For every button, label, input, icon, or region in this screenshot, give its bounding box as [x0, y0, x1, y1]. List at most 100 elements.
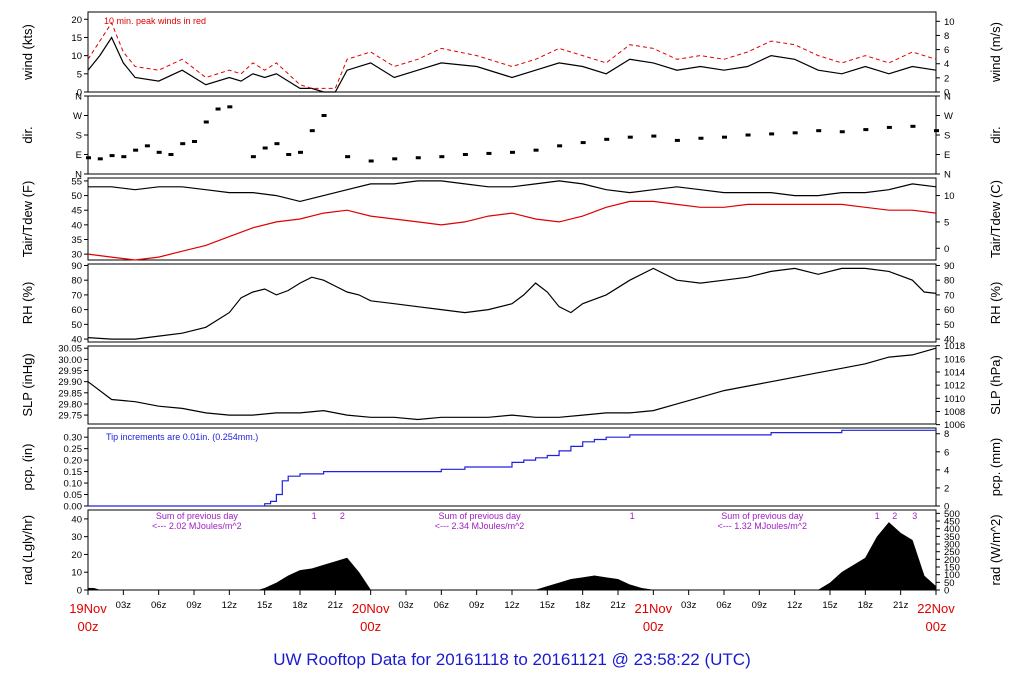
rad-marker: 1	[875, 511, 880, 521]
data-point	[674, 138, 680, 142]
y-tick-label: S	[76, 131, 82, 142]
data-point	[227, 105, 233, 109]
data-point	[192, 140, 197, 143]
y-right-tick-label: 450	[944, 517, 960, 528]
y-axis-label-right: Tair/Tdew (C)	[988, 180, 1003, 258]
y-tick-label: 0.30	[64, 433, 83, 444]
y-tick-label: 29.95	[58, 366, 82, 377]
data-point	[792, 131, 798, 135]
y-right-tick-label: 4	[944, 465, 949, 476]
data-point	[298, 150, 303, 154]
series-line	[87, 267, 937, 340]
data-point	[580, 141, 586, 145]
y-tick-label: 30.00	[58, 355, 82, 366]
rad-note: Sum of previous day	[439, 511, 522, 521]
panel-wind: 0 5 10 15 20 0 2 4 6 8 10 wind (kts) wind (m/s) 10 mi…	[20, 11, 1003, 99]
y-axis-label-right: wind (m/s)	[988, 22, 1003, 83]
x-tick-label: 09z	[186, 600, 202, 611]
data-point	[722, 135, 727, 139]
y-right-tick-label: 5	[944, 217, 949, 228]
x-tick-label: 03z	[681, 600, 697, 611]
data-point	[533, 148, 539, 152]
x-axis: 03z 06z 09z 12z 15z 18z 21z 03z 06z 09z 12z 15z 18z 2…	[69, 590, 955, 634]
y-right-tick-label: 6	[944, 447, 949, 458]
panel-pcp: 0.000.050.100.150.200.250.30 0 2 4 6 8 pcp. (i…	[20, 427, 1003, 513]
x-tick-label: 18z	[292, 600, 308, 611]
y-tick-label: 30	[71, 250, 82, 261]
y-tick-label: 30.05	[58, 344, 82, 355]
x-tick-label: 21z	[610, 600, 626, 611]
data-point	[510, 150, 515, 154]
data-point	[368, 159, 374, 163]
peak-wind-line	[87, 21, 937, 89]
data-point	[863, 128, 869, 132]
y-tick-label: 0.15	[64, 467, 83, 478]
rad-note: <--- 1.32 MJoules/m^2	[717, 521, 807, 531]
y-tick-label: E	[76, 150, 82, 161]
y-right-tick-label: 10	[944, 191, 955, 202]
y-right-tick-label: N	[944, 170, 951, 181]
x-tick-label: 12z	[222, 600, 238, 611]
y-tick-label: N	[75, 92, 82, 103]
y-tick-label: 55	[71, 176, 82, 187]
y-tick-label: 0.00	[64, 502, 83, 513]
x-tick-label: 15z	[540, 600, 556, 611]
y-right-tick-label: 4	[944, 59, 949, 70]
y-right-tick-label: 1016	[944, 354, 965, 365]
x-tick-label: 18z	[575, 600, 591, 611]
data-point	[651, 134, 657, 138]
panel-annotation: 10 min. peak winds in red	[104, 16, 206, 26]
rad-marker: 1	[312, 511, 317, 521]
y-right-tick-label: 60	[944, 305, 955, 316]
data-point	[156, 150, 162, 154]
data-point	[262, 146, 268, 150]
y-axis-label-right: pcp. (mm)	[988, 438, 1003, 497]
x-tick-label: 06z	[434, 600, 450, 611]
panel-rh: 40 50 60 70 80 90 40 50 60 70 80 90 RH (%) RH (%)	[20, 261, 1003, 346]
y-right-tick-label: 80	[944, 276, 955, 287]
y-tick-label: 40	[71, 335, 82, 346]
y-right-tick-label: 0	[944, 244, 949, 255]
y-right-tick-label: 40	[944, 335, 955, 346]
y-tick-label: 10	[71, 568, 82, 579]
rad-marker: 1	[630, 511, 635, 521]
x-day-label: 21Nov	[635, 601, 673, 616]
y-right-tick-label: 1006	[944, 420, 965, 431]
dewpoint-line	[87, 200, 937, 261]
x-tick-label: 18z	[858, 600, 874, 611]
data-point	[168, 153, 174, 156]
y-tick-label: 40	[71, 220, 82, 231]
y-axis-label: dir.	[20, 126, 35, 143]
y-axis-label-right: RH (%)	[988, 282, 1003, 325]
y-right-tick-label: 0	[944, 88, 949, 99]
y-tick-label: 0.20	[64, 456, 83, 467]
plot-frame	[87, 345, 937, 425]
y-axis-label-right: rad (W/m^2)	[988, 514, 1003, 585]
y-axis-label: pcp. (in)	[20, 444, 35, 491]
y-tick-label: 15	[71, 33, 82, 44]
y-tick-label: 40	[71, 514, 82, 525]
y-right-tick-label: 2	[944, 483, 949, 494]
y-right-tick-label: 50	[944, 320, 955, 331]
y-tick-label: 0.10	[64, 479, 83, 490]
y-right-tick-label: 350	[944, 532, 960, 543]
data-point	[392, 157, 398, 161]
x-day-label: 20Nov	[352, 601, 390, 616]
y-axis-label-right: SLP (hPa)	[988, 355, 1003, 415]
data-point	[557, 144, 563, 148]
y-right-tick-label: 100	[944, 570, 960, 581]
y-axis-label: Tair/Tdew (F)	[20, 181, 35, 258]
data-point	[144, 144, 150, 148]
x-day-time: 00z	[926, 619, 947, 634]
data-point	[215, 107, 221, 111]
data-point	[486, 151, 492, 155]
y-right-tick-label: 300	[944, 540, 960, 551]
data-point	[86, 156, 91, 160]
plot-frame	[87, 177, 937, 261]
y-tick-label: 0.25	[64, 444, 83, 455]
x-tick-label: 09z	[752, 600, 768, 611]
y-right-tick-label: 8	[944, 31, 949, 42]
plot-frame	[87, 427, 937, 507]
data-point	[180, 142, 186, 146]
